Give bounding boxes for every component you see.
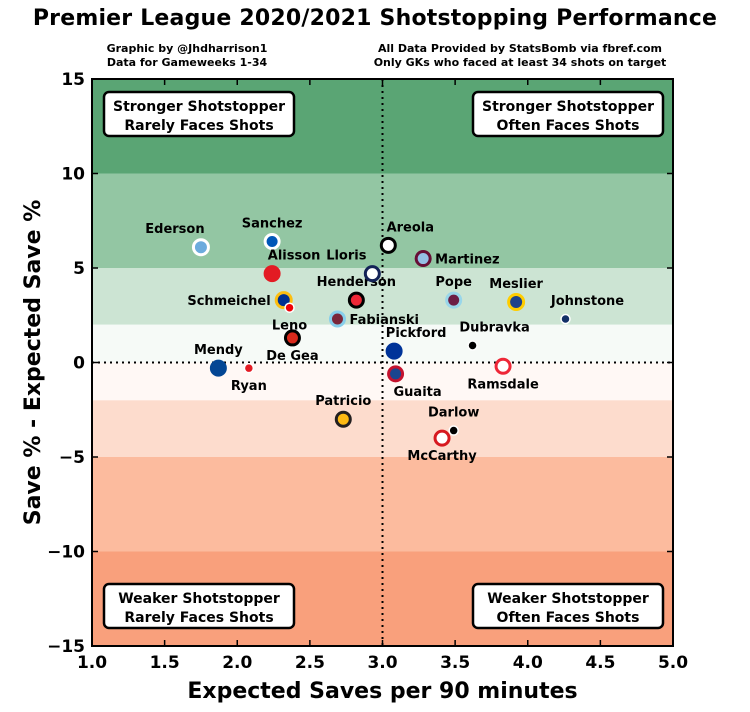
quadrant-label-text: Rarely Faces Shots [124,610,273,626]
quadrant-label-box [102,582,296,630]
data-point-ryan [243,362,255,374]
y-tick-label: −5 [59,448,85,468]
point-label-henderson: Henderson [317,275,396,290]
data-source-text: All Data Provided by StatsBomb via fbref… [340,42,700,70]
point-label-schmeichel: Schmeichel [187,294,270,309]
data-point-ramsdale [494,357,512,375]
point-label-darlow: Darlow [428,406,479,421]
x-axis-label: Expected Saves per 90 minutes [187,679,577,704]
data-point-de-gea [283,329,301,347]
data-point-mccarthy [433,429,451,447]
point-label-johnstone: Johnstone [550,294,624,309]
point-label-de-gea: De Gea [266,349,318,364]
point-label-mendy: Mendy [194,343,243,358]
data-point-mendy [209,359,227,377]
quadrant-label-text: Weaker Shotstopper [487,591,649,607]
x-tick-label: 4.5 [585,653,615,673]
point-label-ryan: Ryan [231,379,267,394]
point-label-sanchez: Sanchez [242,217,303,232]
data-point-alisson [263,265,281,283]
x-tick-label: 1.0 [77,653,107,673]
data-point-leno [284,302,295,313]
point-label-ederson: Ederson [145,222,204,237]
data-point-dubravka [467,340,478,351]
quadrant-label-text: Stronger Shotstopper [482,99,654,115]
data-point-pickford [385,342,403,360]
data-point-ederson [191,238,210,257]
data-filter-line: Only GKs who faced at least 34 shots on … [373,56,667,69]
data-point-lloris [363,265,381,283]
quadrant-label-text: Stronger Shotstopper [113,99,285,115]
point-label-guaita: Guaita [394,385,442,400]
credits-line-gameweeks: Data for Gameweeks 1-34 [106,56,268,69]
point-label-leno: Leno [272,319,307,334]
data-point-patricio [334,410,352,428]
data-point-fabianski [328,310,346,328]
point-label-pope: Pope [435,275,472,290]
y-axis-label: Save % - Expected Save % [21,200,46,526]
y-tick-label: 5 [73,259,85,279]
x-tick-label: 4.0 [513,653,543,673]
y-tick-label: −15 [47,637,85,657]
credits-text: Graphic by @Jhdharrison1 Data for Gamewe… [72,42,302,70]
point-label-martinez: Martinez [435,253,499,268]
x-tick-label: 2.5 [295,653,325,673]
quadrant-label-box [102,90,296,138]
point-label-alisson: Alisson [268,249,321,264]
data-point-pope [445,291,463,309]
point-label-fabianski: Fabianski [349,313,419,328]
data-point-johnstone [560,313,571,325]
data-point-sanchez [263,233,281,251]
point-label-patricio: Patricio [315,394,371,409]
point-label-mccarthy: McCarthy [407,449,477,464]
quadrant-label-text: Weaker Shotstopper [118,591,280,607]
y-tick-label: −10 [47,543,85,563]
band-1 [92,173,673,268]
x-tick-label: 2.0 [222,653,252,673]
chart-title: Premier League 2020/2021 Shotstopping Pe… [32,6,718,31]
point-label-dubravka: Dubravka [459,320,529,335]
point-label-meslier: Meslier [489,277,543,292]
x-tick-label: 3.5 [440,653,470,673]
credits-line-author: Graphic by @Jhdharrison1 [106,42,268,55]
y-tick-label: 0 [73,354,85,374]
point-label-areola: Areola [387,220,434,235]
quadrant-label-text: Often Faces Shots [497,610,640,626]
y-tick-label: 15 [61,70,85,90]
point-label-pickford: Pickford [386,326,447,341]
data-point-guaita [387,365,405,383]
x-tick-label: 3.0 [367,653,397,673]
quadrant-label-text: Often Faces Shots [497,118,640,134]
quadrant-label-text: Rarely Faces Shots [124,118,273,134]
x-tick-label: 1.5 [150,653,180,673]
data-point-meslier [507,293,526,312]
band-6 [92,457,673,552]
point-label-lloris: Lloris [326,249,367,264]
data-point-henderson [347,291,365,309]
y-tick-label: 10 [61,165,85,185]
point-label-ramsdale: Ramsdale [467,377,539,392]
data-point-areola [379,236,397,254]
quadrant-label-box [471,582,665,630]
data-point-martinez [414,250,432,268]
data-point-darlow [448,425,459,436]
x-tick-label: 5.0 [658,653,688,673]
quadrant-label-box [471,90,665,138]
data-source-line: All Data Provided by StatsBomb via fbref… [377,42,662,55]
